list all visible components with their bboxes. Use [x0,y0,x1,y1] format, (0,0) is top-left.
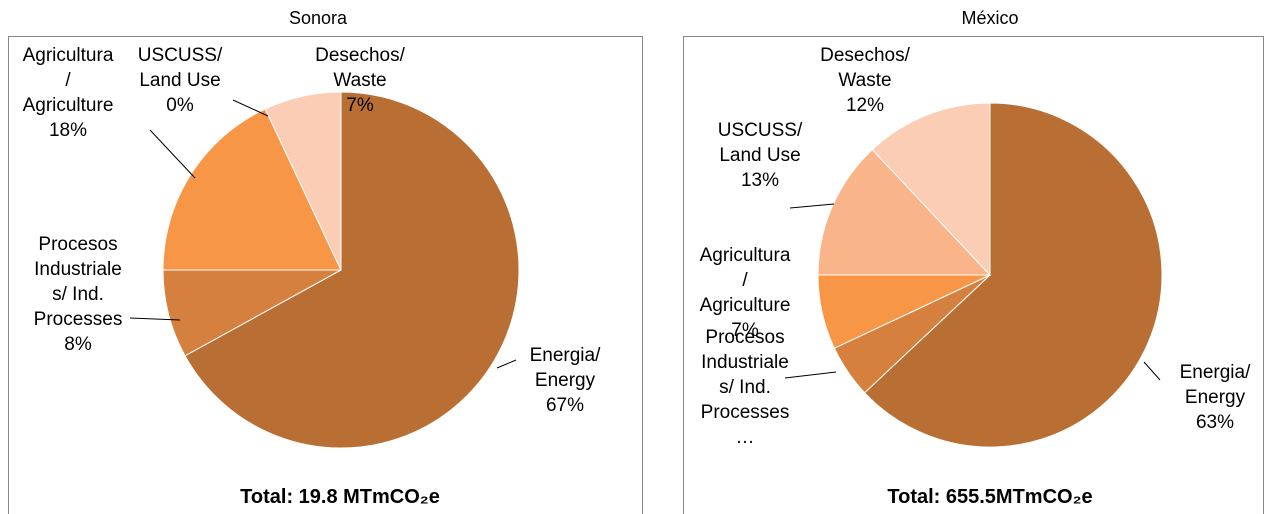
leader-line [784,371,837,379]
slice-label: Procesos Industriales/ Ind. Processes 8% [32,232,124,357]
value-label: 18% [48,120,88,141]
pie-slice [264,91,342,271]
category-label: Agricultura/ Agriculture [22,45,114,116]
slice-label: Energia/ Energy 63% [1169,360,1261,435]
slice-label: Desechos/ Waste 12% [819,43,911,118]
value-label: 7% [731,320,759,341]
chart-title: Sonora [288,8,348,28]
value-label: 8% [64,334,92,355]
chart-title: México [961,8,1019,28]
value-label: 67% [545,395,585,416]
leader-line [789,203,835,209]
leader-line [496,359,517,369]
slice-label: USCUSS/ Land Use 0% [134,43,226,118]
category-label: Agricultura/ Agriculture [699,245,791,316]
slice-label: Procesos Industriales/ Ind. Processes… [699,325,791,450]
chart-frame [683,36,1264,514]
value-label: 0% [166,95,194,116]
value-label: 12% [845,95,885,116]
category-label: USCUSS/ Land Use [717,120,803,166]
leader-line [232,99,269,117]
category-label: USCUSS/ Land Use [137,45,223,91]
total-annotation: Total: 655.5MTmCO₂e [887,486,1093,508]
category-label: Energia/ Energy [529,345,601,391]
value-label: 7% [346,95,374,116]
pie-slice [184,91,520,449]
category-label: Energia/ Energy [1179,362,1251,408]
category-label: Procesos Industriales/ Ind. Processes… [700,327,790,448]
category-label: Desechos/ Waste [820,45,910,91]
value-label: 13% [740,170,780,191]
total-annotation: Total: 19.8 MTmCO₂e [240,486,440,508]
slice-label: Energia/ Energy 67% [519,343,611,418]
slice-label: Agricultura/ Agriculture 18% [22,43,114,143]
slice-label: USCUSS/ Land Use 13% [714,118,806,193]
category-label: Desechos/ Waste [315,45,405,91]
pie-slice [162,269,342,357]
leader-line [129,317,181,321]
slice-label: Desechos/ Waste 7% [314,43,406,118]
pie-slice [871,102,991,277]
leader-line [1143,361,1161,381]
pie-slice [817,148,992,276]
pie-slice [863,102,1163,448]
value-label: 63% [1195,412,1235,433]
pie-slice [162,108,342,271]
leader-line [149,129,196,179]
category-label: Procesos Industriales/ Ind. Processes [33,234,123,330]
chart-frame [8,36,643,514]
slice-label: Agricultura/ Agriculture 7% [699,243,791,343]
